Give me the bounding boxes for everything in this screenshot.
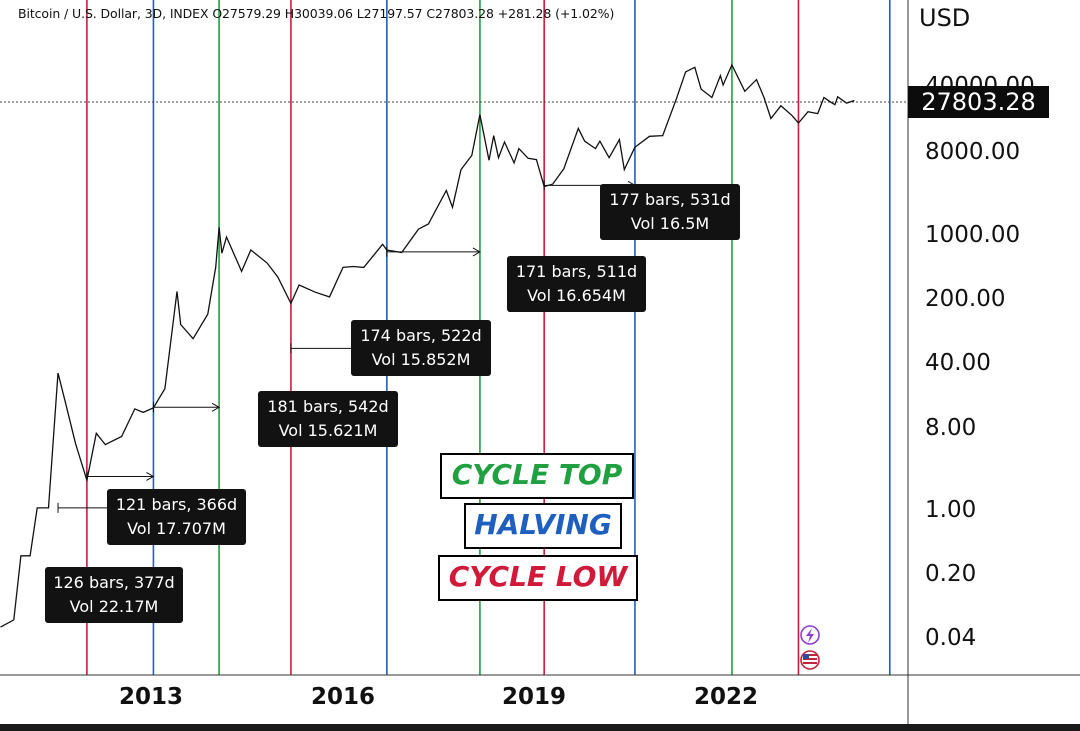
y-tick-label: 1.00 xyxy=(925,497,977,523)
lightning-icon[interactable] xyxy=(800,625,820,645)
callout-volume-text: Vol 15.852M xyxy=(371,350,471,369)
measure-callout[interactable]: 126 bars, 377d Vol 22.17M xyxy=(45,567,183,623)
measure-callout[interactable]: 171 bars, 511d Vol 16.654M xyxy=(507,256,646,312)
x-tick-label: 2013 xyxy=(119,684,184,710)
legend-cycle-low: CYCLE LOW xyxy=(438,555,638,601)
callout-bars-text: 181 bars, 542d xyxy=(267,397,389,416)
measure-callout[interactable]: 177 bars, 531d Vol 16.5M xyxy=(600,184,740,240)
y-tick-label: 0.04 xyxy=(925,625,977,651)
callout-bars-text: 174 bars, 522d xyxy=(360,326,482,345)
callout-volume-text: Vol 15.621M xyxy=(278,421,378,440)
legend-cycle-top-label: CYCLE TOP xyxy=(451,458,623,491)
y-tick-label: 40.00 xyxy=(925,350,991,376)
y-tick-label: 200.00 xyxy=(925,286,1006,312)
callout-volume-text: Vol 22.17M xyxy=(69,597,159,616)
bottom-border xyxy=(0,724,1080,731)
measure-arrow xyxy=(86,471,155,482)
callout-bars-text: 177 bars, 531d xyxy=(609,190,731,209)
y-tick-label: 1000.00 xyxy=(925,222,1021,248)
legend-cycle-top: CYCLE TOP xyxy=(440,453,634,499)
measure-callout[interactable]: 174 bars, 522d Vol 15.852M xyxy=(351,320,491,376)
measure-callout[interactable]: 181 bars, 542d Vol 15.621M xyxy=(258,391,398,447)
y-tick-label: 8.00 xyxy=(925,415,977,441)
measure-arrow xyxy=(386,246,481,257)
callout-volume-text: Vol 17.707M xyxy=(127,519,226,538)
legend-cycle-low-label: CYCLE LOW xyxy=(448,560,628,593)
price-line xyxy=(0,63,855,628)
x-tick-label: 2019 xyxy=(502,684,567,710)
measure-arrow xyxy=(152,402,221,413)
callout-volume-text: Vol 16.654M xyxy=(527,286,626,305)
callout-volume-text: Vol 16.5M xyxy=(630,214,710,233)
callout-bars-text: 171 bars, 511d xyxy=(515,262,638,281)
measure-callout[interactable]: 121 bars, 366d Vol 17.707M xyxy=(107,489,246,545)
symbol-header: Bitcoin / U.S. Dollar, 3D, INDEX O27579.… xyxy=(18,6,615,21)
last-price-tag: 27803.28 xyxy=(908,86,1049,118)
x-tick-label: 2016 xyxy=(311,684,376,710)
callout-bars-text: 126 bars, 377d xyxy=(53,573,175,592)
x-tick-label: 2022 xyxy=(694,684,759,710)
us-flag-icon[interactable] xyxy=(800,650,820,670)
currency-label: USD xyxy=(919,4,971,32)
legend-halving: HALVING xyxy=(464,503,622,549)
legend-halving-label: HALVING xyxy=(474,508,612,541)
y-tick-label: 8000.00 xyxy=(925,139,1021,165)
y-tick-label: 0.20 xyxy=(925,561,977,587)
callout-bars-text: 121 bars, 366d xyxy=(115,495,238,514)
